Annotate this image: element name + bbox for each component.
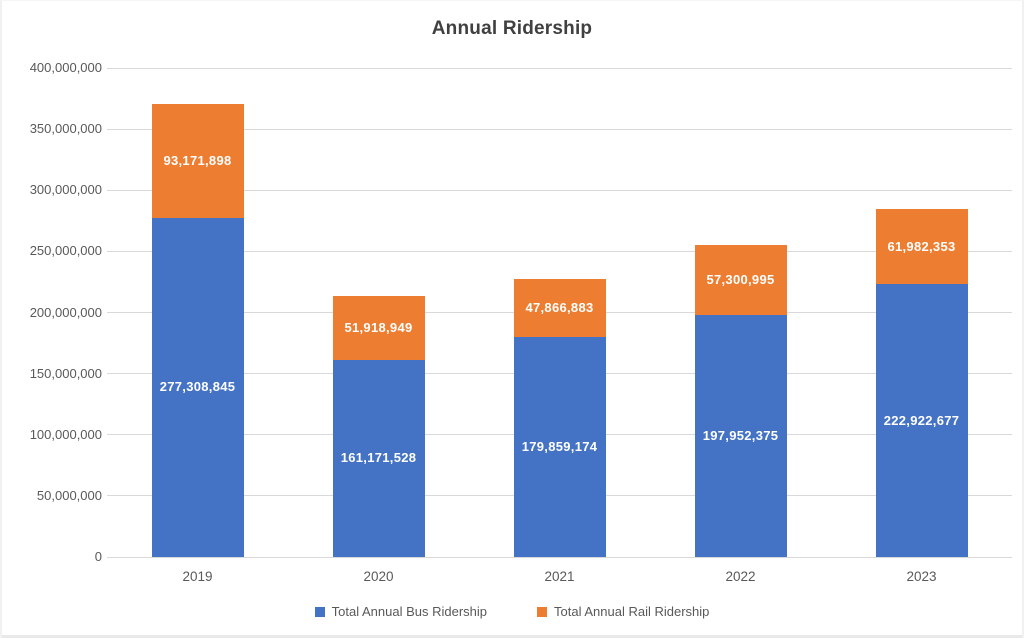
y-axis-tick-label: 300,000,000	[29, 182, 102, 198]
chart-legend: Total Annual Bus Ridership Total Annual R…	[2, 604, 1022, 619]
legend-label-bus: Total Annual Bus Ridership	[331, 604, 487, 619]
y-axis-tick-label: 200,000,000	[29, 304, 102, 320]
y-axis-tick-label: 350,000,000	[29, 121, 102, 137]
legend-marker-bus-icon	[314, 606, 325, 617]
y-axis-tick-label: 150,000,000	[29, 365, 102, 381]
bus-bar-segment	[151, 217, 244, 557]
gridline	[107, 556, 1012, 558]
rail-bar-segment	[151, 104, 244, 218]
bus-data-label: 222,922,677	[883, 412, 960, 428]
bottom-edge-strip	[2, 635, 1022, 638]
y-axis-tick-label: 100,000,000	[29, 426, 102, 442]
gridline	[107, 189, 1012, 191]
bus-bar-segment	[875, 284, 968, 557]
rail-data-label: 47,866,883	[525, 299, 594, 315]
x-axis-category-label: 2021	[544, 569, 575, 584]
gridline	[107, 128, 1012, 130]
bus-data-label: 161,171,528	[340, 450, 417, 466]
y-axis-tick-label: 250,000,000	[29, 243, 102, 259]
rail-data-label: 57,300,995	[706, 271, 775, 287]
rail-data-label: 93,171,898	[163, 153, 232, 169]
legend-marker-rail-icon	[537, 606, 547, 617]
y-axis-tick-label: 400,000,000	[29, 60, 102, 75]
bus-bar-segment	[513, 337, 606, 557]
bus-data-label: 179,859,174	[521, 439, 598, 455]
legend-label-rail: Total Annual Rail Ridership	[554, 604, 710, 619]
rail-bar-segment	[694, 244, 787, 315]
bus-data-label: 197,952,375	[702, 428, 779, 443]
x-axis-category-label: 2023	[906, 569, 937, 584]
rail-bar-segment	[513, 278, 606, 338]
legend-item-rail: Total Annual Rail Ridership	[537, 604, 709, 619]
bus-data-label: 277,308,845	[159, 379, 236, 395]
y-axis-tick-label: 50,000,000	[36, 487, 102, 503]
rail-bar-segment	[875, 208, 968, 285]
gridline	[107, 250, 1012, 252]
gridline	[107, 67, 1012, 69]
x-axis-category-label: 2022	[725, 569, 756, 584]
bus-bar-segment	[332, 359, 425, 557]
rail-data-label: 51,918,949	[344, 320, 413, 336]
y-axis-tick-label: 0	[94, 549, 102, 564]
rail-bar-segment	[332, 296, 425, 360]
bus-bar-segment	[694, 315, 787, 557]
x-axis-category-label: 2019	[182, 569, 213, 584]
x-axis-category-label: 2020	[363, 569, 394, 584]
legend-item-bus: Total Annual Bus Ridership	[314, 604, 487, 619]
rail-data-label: 61,982,353	[887, 238, 956, 254]
chart-title: Annual Ridership	[431, 18, 593, 39]
